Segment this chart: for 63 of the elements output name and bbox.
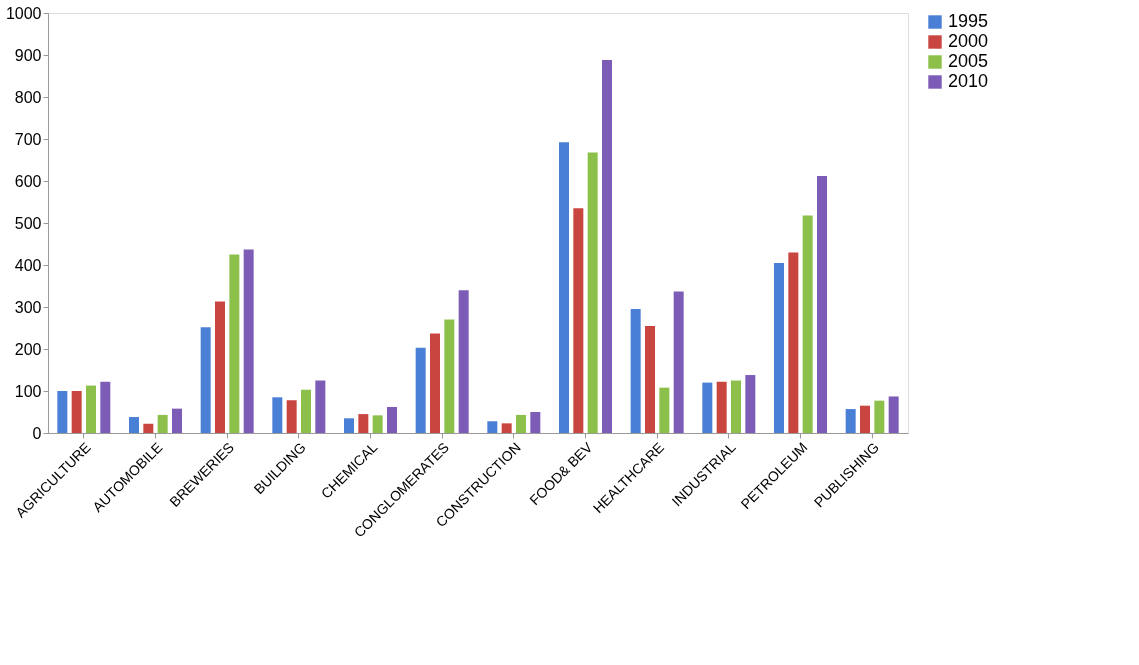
bar: [602, 60, 612, 433]
bar: [630, 309, 641, 433]
bar: [659, 387, 670, 433]
bar: [157, 414, 168, 433]
y-tick-label: 400: [14, 256, 42, 274]
y-tick-label: 800: [14, 88, 42, 106]
bar: [788, 252, 799, 433]
y-tick-label: 0: [32, 424, 42, 442]
bar: [888, 396, 899, 433]
bar: [301, 389, 311, 433]
bar: [845, 409, 856, 433]
bar: [559, 142, 569, 433]
bar: [516, 414, 526, 433]
bar: [716, 381, 727, 433]
legend-label: 2010: [948, 71, 989, 91]
bar: [587, 152, 598, 433]
bar: [487, 421, 498, 433]
bar: [673, 291, 684, 433]
bar: [272, 397, 283, 433]
bar: [57, 391, 68, 433]
y-tick-label: 700: [14, 130, 42, 148]
bar: [143, 423, 154, 433]
bar: [200, 327, 211, 433]
bar: [71, 391, 82, 433]
bar: [731, 380, 741, 433]
bar: [243, 249, 254, 433]
bar: [573, 208, 584, 433]
y-tick-label: 900: [14, 46, 42, 64]
bar: [100, 381, 111, 433]
bar: [702, 382, 713, 433]
y-tick-label: 1000: [5, 4, 42, 22]
bar: [802, 215, 813, 433]
bar: [430, 333, 440, 433]
bar: [344, 418, 354, 433]
bar: [315, 380, 326, 433]
legend-label: 2005: [948, 51, 989, 71]
bar: [387, 406, 397, 433]
bar: [745, 375, 756, 433]
bar: [774, 262, 784, 433]
bar: [129, 417, 139, 433]
bar: [645, 325, 655, 433]
bar: [172, 408, 182, 433]
legend-label: 2000: [948, 31, 989, 51]
bar: [215, 301, 225, 433]
bar: [501, 423, 512, 433]
legend-label: 1995: [948, 11, 989, 31]
bar: [229, 254, 240, 433]
bar: [86, 385, 96, 433]
bar: [458, 290, 469, 433]
bar: [530, 412, 541, 433]
bar: [286, 400, 297, 433]
y-tick-label: 200: [14, 340, 42, 358]
y-tick-label: 100: [14, 382, 42, 400]
bar: [415, 347, 426, 433]
y-tick-label: 600: [14, 172, 42, 190]
bar: [358, 414, 369, 433]
y-tick-label: 300: [14, 298, 42, 316]
bar: [874, 400, 885, 433]
bar: [860, 405, 870, 433]
bar: [372, 415, 383, 433]
y-tick-label: 500: [14, 214, 42, 232]
bar: [444, 319, 455, 433]
bar: [817, 175, 827, 433]
